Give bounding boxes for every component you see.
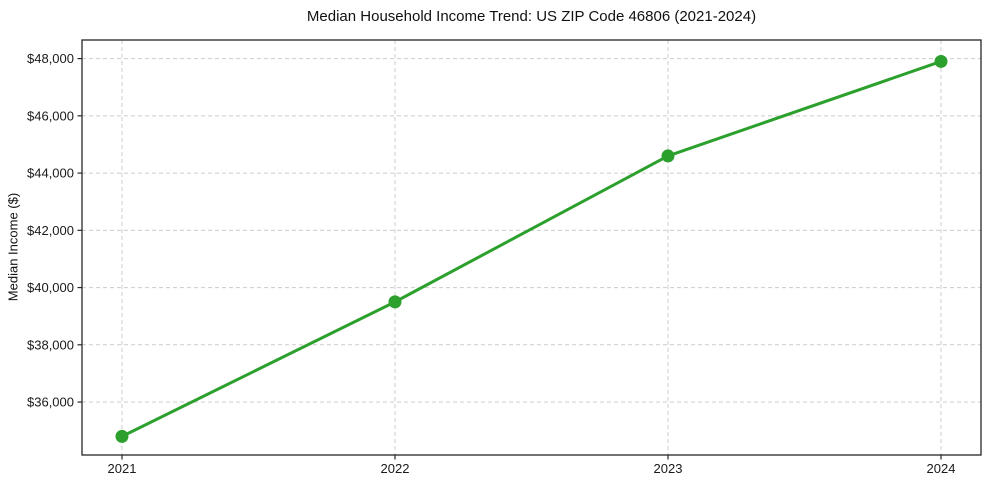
- trend-line: [120, 59, 943, 438]
- y-tick-label: $48,000: [27, 51, 74, 66]
- data-point-2024: [934, 54, 948, 68]
- y-tick-label: $46,000: [27, 108, 74, 123]
- plot-border: [81, 39, 982, 456]
- x-tick-label: 2021: [108, 461, 137, 476]
- y-tick-label: $44,000: [27, 166, 74, 181]
- y-tick-label: $40,000: [27, 280, 74, 295]
- y-tick-label: $36,000: [27, 395, 74, 410]
- x-tick-label: 2024: [927, 461, 956, 476]
- x-tick-label: 2022: [381, 461, 410, 476]
- x-tick-label: 2023: [654, 461, 683, 476]
- data-point-2023: [661, 149, 675, 163]
- y-tick-label: $38,000: [27, 337, 74, 352]
- chart-title: Median Household Income Trend: US ZIP Co…: [306, 8, 757, 25]
- y-tick-label: $42,000: [27, 223, 74, 238]
- data-point-2021: [115, 429, 129, 443]
- data-point-2022: [388, 295, 402, 309]
